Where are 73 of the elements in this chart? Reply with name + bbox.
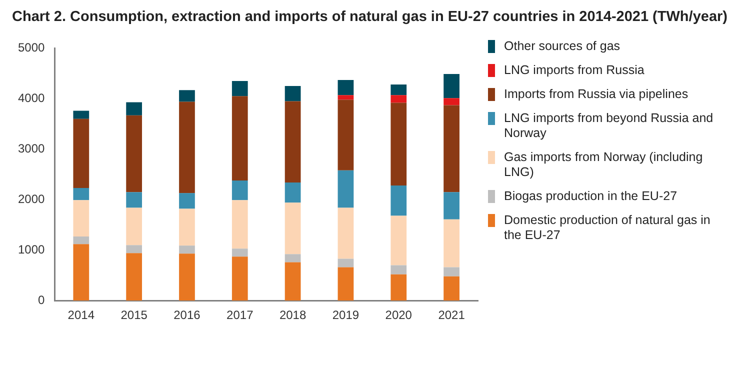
bar xyxy=(232,200,248,249)
bar xyxy=(73,118,90,188)
bar xyxy=(179,102,195,194)
bar xyxy=(179,208,195,246)
bar xyxy=(232,96,248,180)
bar xyxy=(390,84,407,96)
bar xyxy=(126,253,142,301)
legend-label: Gas imports from Norway (including LNG) xyxy=(504,150,704,180)
bar xyxy=(390,102,407,186)
y-tick-label: 4000 xyxy=(18,90,46,105)
bar xyxy=(390,95,407,103)
bar xyxy=(232,180,248,200)
bar xyxy=(126,115,142,192)
bar xyxy=(232,256,248,301)
bar xyxy=(179,193,195,209)
x-tick-label: 2018 xyxy=(279,308,306,322)
bar xyxy=(73,110,90,119)
x-tick-label: 2020 xyxy=(385,308,412,322)
x-tick-label: 2016 xyxy=(174,308,201,322)
bar xyxy=(338,208,354,259)
legend-label: LNG imports from Russia xyxy=(504,63,644,78)
bar xyxy=(284,182,301,203)
bar xyxy=(390,265,407,274)
bar xyxy=(444,74,460,98)
legend-label: Domestic production of natural gas in the EU-27 xyxy=(504,213,712,243)
bar xyxy=(284,254,301,262)
legend-label: Other sources of gas xyxy=(504,39,620,54)
y-tick-label: 1000 xyxy=(18,242,46,256)
x-tick-label: 2019 xyxy=(332,308,360,322)
bar xyxy=(126,192,142,208)
bar xyxy=(444,105,460,192)
x-tick-label: 2021 xyxy=(438,308,466,322)
y-tick-label: 5000 xyxy=(18,40,46,55)
legend-label: Biogas production in the EU-27 xyxy=(504,189,678,204)
bar xyxy=(338,95,354,100)
y-tick-label: 2000 xyxy=(18,192,46,206)
bar xyxy=(444,219,460,268)
x-tick-label: 2015 xyxy=(120,308,148,322)
bar xyxy=(73,244,90,301)
bar xyxy=(179,90,195,102)
bar xyxy=(232,81,248,96)
bar xyxy=(73,236,90,244)
bar xyxy=(73,188,90,200)
bar xyxy=(73,200,90,236)
bar xyxy=(444,276,460,301)
bar xyxy=(444,192,460,220)
y-tick-label: 0 xyxy=(38,292,46,307)
bar xyxy=(390,186,407,216)
bar xyxy=(179,254,195,301)
x-tick-label: 2017 xyxy=(226,308,254,322)
bar xyxy=(284,101,301,182)
legend-label: Imports from Russia via pipelines xyxy=(504,87,688,102)
bar xyxy=(338,80,354,96)
y-tick-label: 3000 xyxy=(18,141,46,156)
bar xyxy=(338,267,354,301)
bar xyxy=(338,258,354,268)
legend-label: LNG imports from beyond Russia and Norway xyxy=(504,111,714,141)
bar xyxy=(390,274,407,301)
chart-title: Chart 2. Consumption, extraction and imports of natural gas in EU-27 countries in 2014-2021 (TWh/year) xyxy=(11,8,728,27)
bar xyxy=(390,216,407,266)
bar xyxy=(284,86,301,102)
bar xyxy=(284,202,301,254)
bar xyxy=(444,267,460,276)
bar xyxy=(284,262,301,301)
bar xyxy=(126,245,142,254)
x-tick-label: 2014 xyxy=(68,308,95,322)
bar xyxy=(126,102,142,116)
bar xyxy=(126,208,142,246)
bar xyxy=(232,248,248,257)
bar xyxy=(179,246,195,254)
bar xyxy=(338,100,354,170)
bar xyxy=(338,170,354,208)
bar xyxy=(444,98,460,106)
